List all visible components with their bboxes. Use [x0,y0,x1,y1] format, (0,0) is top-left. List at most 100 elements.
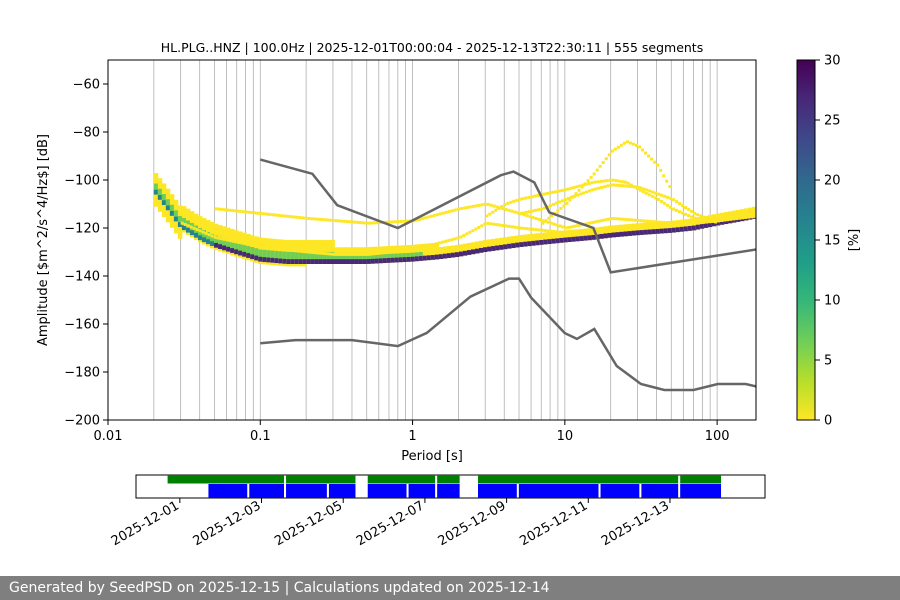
psd-cell [587,181,591,185]
psd-cell [641,148,645,152]
psd-cell [531,240,536,246]
psd-cell [298,259,303,264]
psd-cell [687,214,691,218]
psd-cell [528,210,532,214]
psd-cell [723,219,729,225]
psd-cell [367,221,371,225]
psd-cell [447,210,451,214]
psd-cell [531,209,535,213]
psd-cell [420,217,424,221]
colorbar-tick-label: 10 [824,294,841,309]
psd-cell [631,142,635,146]
psd-cell [492,204,496,208]
psd-cell [222,238,227,250]
psd-cell [654,220,658,224]
psd-cell [326,259,331,264]
psd-cell [491,238,496,251]
psd-cell [319,217,323,221]
psd-cell [290,251,295,263]
psd-cell [654,225,658,229]
psd-cell [537,228,541,232]
psd-cell [234,242,239,254]
psd-cell [435,213,439,217]
psd-cell [480,203,484,207]
psd-cell [292,215,296,219]
psd-cell [534,216,538,220]
psd-cell [346,255,351,263]
psd-cell [723,218,727,222]
psd-cell [563,237,568,243]
psd-cell [495,245,500,251]
psd-cell [592,172,596,176]
psd-cell [573,224,577,228]
psd-cell [555,238,560,244]
psd-cell [486,202,490,206]
psd-cell [303,250,307,254]
colorbar [796,59,816,421]
psd-cell [250,211,254,215]
psd-cell [350,259,355,264]
psd-cell [539,232,544,245]
psd-cell [450,252,456,258]
psd-cell [501,223,505,227]
psd-cell [417,246,421,250]
psd-cell [405,219,409,223]
psd-cell [337,219,341,223]
psd-cell [600,229,604,233]
psd-cell [606,229,610,233]
psd-cell [559,230,564,243]
psd-cell [534,208,538,212]
psd-cell [582,230,586,234]
psd-cell [328,218,332,222]
psd-cell [394,257,400,263]
psd-cell [699,214,703,218]
psd-cell [695,224,701,230]
psd-cell [644,151,648,155]
psd-cell [226,239,231,251]
psd-cell [270,250,275,262]
psd-cell [558,230,562,234]
timeline-tick-label: 2025-12-11 [517,498,590,549]
psd-cell [561,225,565,229]
psd-cell [295,215,299,219]
psd-cell [672,221,676,225]
psd-cell [621,217,625,221]
psd-cell [262,212,266,216]
psd-cell [334,259,339,264]
psd-cell [396,220,400,224]
psd-cell [590,181,594,185]
psd-cell [602,179,606,183]
psd-cell [278,258,283,264]
psd-cell [680,211,684,215]
psd-cell [747,213,751,217]
psd-cell [218,244,223,250]
psd-cell [468,230,472,234]
noise-models [259,158,756,392]
psd-cell [684,205,688,209]
psd-cell [266,250,271,262]
psd-cell [485,214,489,218]
psd-cell [342,252,346,256]
psd-cell [583,235,588,241]
psd-cell [693,216,697,220]
psd-cell [402,257,408,262]
psd-cell [600,219,604,223]
psd-cell [699,223,705,229]
psd-cell [503,244,508,250]
psd-cell [450,245,456,258]
psd-cell [192,226,196,230]
psd-cell [549,229,553,233]
psd-cell [169,211,175,216]
psd-cell [302,259,307,264]
chart-title: HL.PLG..HNZ | 100.0Hz | 2025-12-01T00:00… [161,40,703,55]
psd-cell [231,239,235,243]
psd-cell [572,186,576,190]
psd-cell [333,252,337,256]
psd-cell [242,244,247,256]
y-tick-label: −140 [64,270,100,285]
psd-cell [189,225,193,229]
psd-cell [434,254,440,260]
psd-cell [593,180,597,184]
psd-cell [548,191,552,195]
psd-cell [563,230,568,243]
